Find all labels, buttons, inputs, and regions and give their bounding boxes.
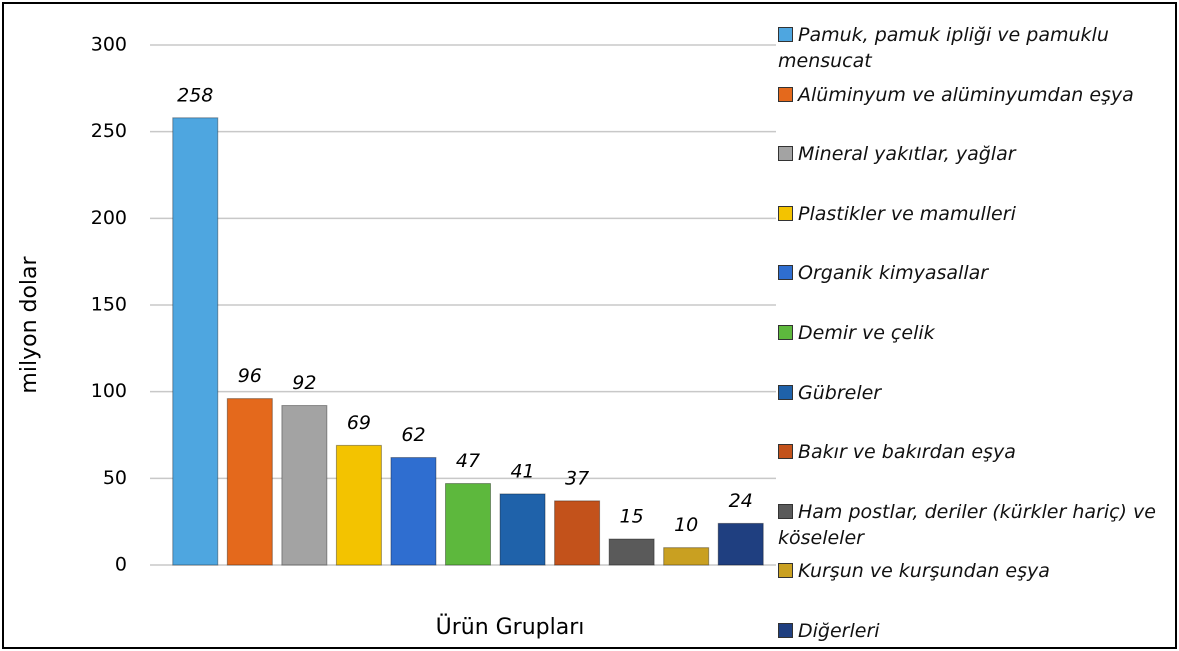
- value-label: 15: [620, 506, 644, 528]
- legend-item: Demir ve çelik: [778, 320, 1168, 346]
- legend-swatch: [778, 444, 793, 460]
- value-label: 96: [238, 365, 262, 387]
- y-axis-label: milyon dolar: [17, 255, 42, 393]
- legend-item: Diğerleri: [778, 618, 1168, 644]
- legend-label: Pamuk, pamuk ipliği ve pamuklu mensucat: [778, 24, 1109, 72]
- value-label: 92: [292, 372, 316, 394]
- legend-item: Gübreler: [778, 380, 1168, 406]
- bar: [226, 398, 273, 566]
- legend-item: Bakır ve bakırdan eşya: [778, 439, 1168, 465]
- legend-swatch: [778, 563, 793, 579]
- legend-swatch: [778, 623, 793, 638]
- legend-swatch: [778, 205, 793, 221]
- y-tick-label: 50: [103, 467, 127, 489]
- legend-label: Diğerleri: [798, 620, 880, 642]
- value-label: 62: [401, 424, 425, 446]
- legend-label: Bakır ve bakırdan eşya: [798, 441, 1016, 464]
- bar: [499, 493, 546, 566]
- bar: [172, 117, 219, 566]
- legend-item: Mineral yakıtlar, yağlar: [778, 141, 1168, 167]
- legend-label: Demir ve çelik: [798, 322, 935, 344]
- legend-item: Alüminyum ve alüminyumdan eşya: [778, 82, 1168, 108]
- legend-swatch: [778, 27, 793, 42]
- value-label: 10: [674, 514, 698, 536]
- x-axis-label: Ürün Grupları: [436, 614, 585, 640]
- legend-swatch: [778, 384, 793, 400]
- bar: [717, 522, 764, 566]
- bar: [390, 457, 437, 566]
- legend-label: Kurşun ve kurşundan eşya: [798, 560, 1050, 583]
- legend-item: Organik kimyasallar: [778, 260, 1168, 286]
- value-label: 69: [347, 412, 371, 434]
- y-tick-label: 0: [115, 554, 127, 576]
- y-tick-label: 300: [91, 34, 127, 56]
- legend-swatch: [778, 86, 793, 102]
- value-label: 41: [510, 460, 534, 482]
- value-label: 47: [456, 450, 480, 472]
- y-tick-label: 100: [91, 380, 127, 402]
- legend-label: Mineral yakıtlar, yağlar: [798, 143, 1016, 166]
- bar: [335, 444, 382, 566]
- legend-label: Organik kimyasallar: [798, 262, 989, 285]
- legend-label: Alüminyum ve alüminyumdan eşya: [798, 83, 1134, 106]
- legend-swatch: [778, 503, 793, 519]
- value-label: 37: [565, 467, 589, 489]
- bar: [281, 405, 328, 566]
- y-tick-label: 150: [91, 294, 127, 316]
- legend-swatch: [778, 325, 793, 340]
- bar: [554, 500, 601, 566]
- legend-swatch: [778, 265, 793, 281]
- y-tick-label: 200: [91, 207, 127, 229]
- legend-item: Pamuk, pamuk ipliği ve pamuklu mensucat: [778, 22, 1168, 74]
- legend-item: Ham postlar, deriler (kürkler hariç) ve …: [778, 499, 1168, 551]
- legend-item: Plastikler ve mamulleri: [778, 201, 1168, 227]
- legend-label: Ham postlar, deriler (kürkler hariç) ve …: [778, 500, 1156, 549]
- legend-item: Kurşun ve kurşundan eşya: [778, 558, 1168, 584]
- bar: [663, 547, 710, 566]
- legend-label: Plastikler ve mamulleri: [798, 202, 1016, 225]
- value-label: 24: [729, 490, 753, 512]
- bar: [445, 483, 491, 566]
- legend-label: Gübreler: [798, 381, 882, 404]
- legend-swatch: [778, 146, 793, 162]
- bar: [608, 538, 655, 566]
- value-label: 258: [177, 84, 213, 106]
- y-tick-label: 250: [91, 120, 127, 142]
